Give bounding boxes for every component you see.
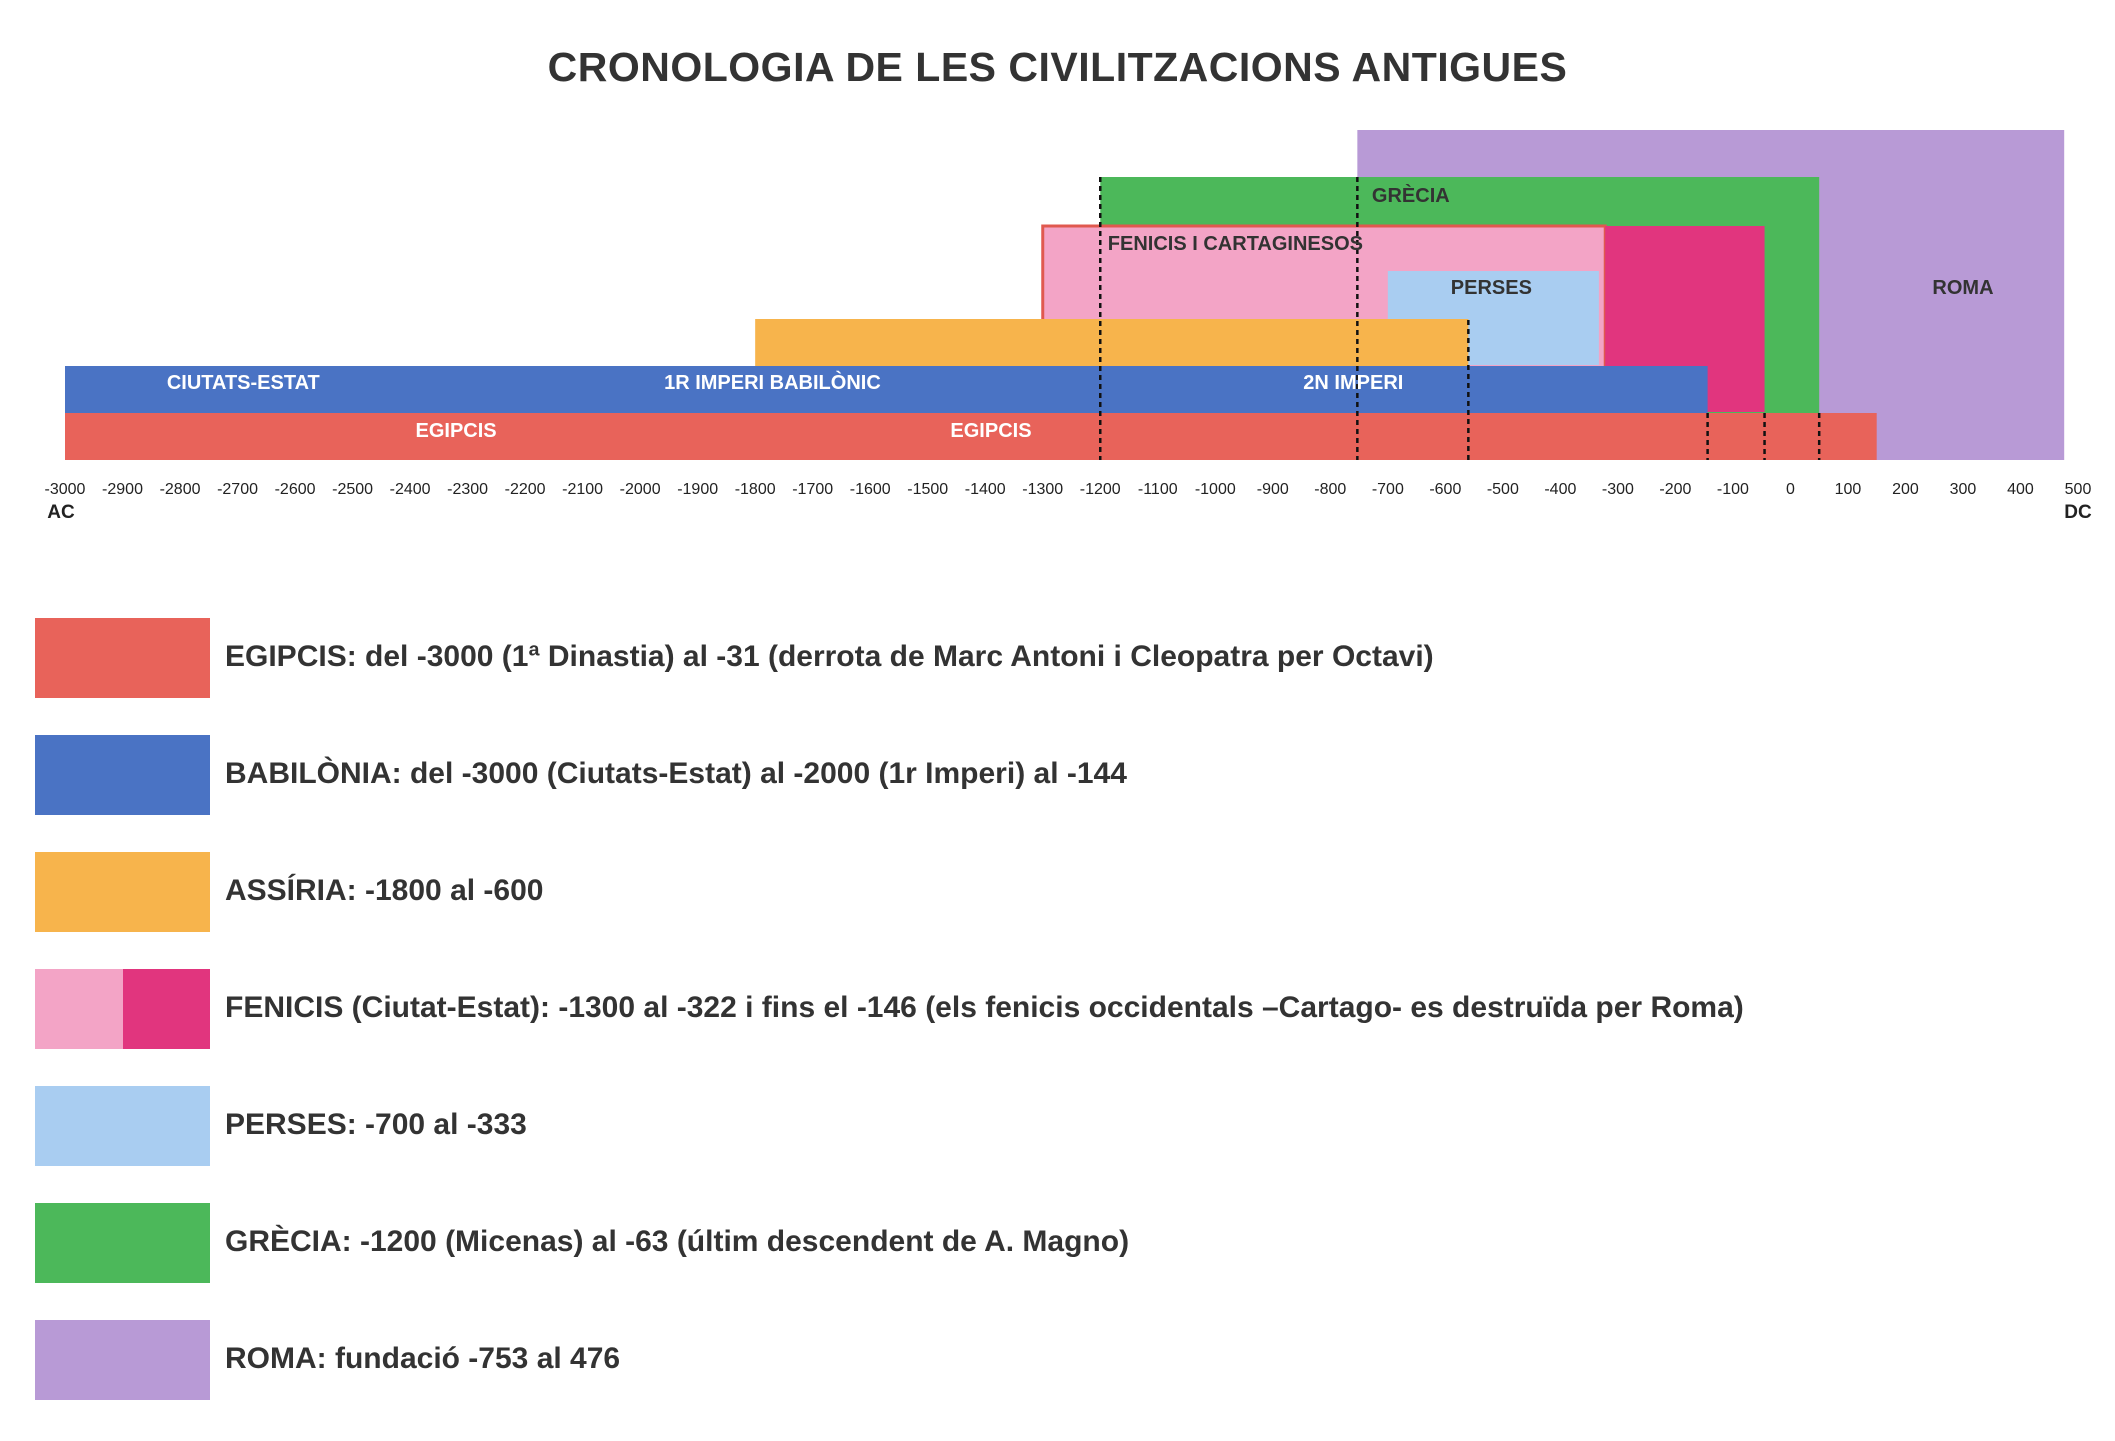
axis-tick-label: -3000 <box>45 481 86 498</box>
axis-tick-label: -600 <box>1429 481 1461 498</box>
axis-tick-label: -2800 <box>160 481 201 498</box>
axis-tick-label: -1600 <box>850 481 891 498</box>
legend-label: PERSES: -700 al -333 <box>225 1108 527 1141</box>
timeline-bar-egipcis <box>65 413 1877 460</box>
era-label-ac: AC <box>47 502 75 523</box>
legend-swatch-babilonia <box>35 735 210 815</box>
axis-tick-label: -2200 <box>505 481 546 498</box>
axis-tick-label: -1500 <box>907 481 948 498</box>
axis-tick-label: -1300 <box>1022 481 1063 498</box>
legend-swatch-assiria <box>35 852 210 932</box>
axis-tick-label: 400 <box>2007 481 2034 498</box>
legend-swatch-perses <box>35 1086 210 1166</box>
axis-tick-label: 500 <box>2065 481 2092 498</box>
axis-tick-label: -900 <box>1257 481 1289 498</box>
axis-tick-label: 100 <box>1835 481 1862 498</box>
axis-tick-label: -2600 <box>275 481 316 498</box>
axis-tick-label: -2700 <box>217 481 258 498</box>
legend-label: FENICIS (Ciutat-Estat): -1300 al -322 i … <box>225 991 1744 1024</box>
axis-tick-label: -1900 <box>677 481 718 498</box>
legend-label: ROMA: fundació -753 al 476 <box>225 1342 621 1375</box>
page-title: CRONOLOGIA DE LES CIVILITZACIONS ANTIGUE… <box>547 44 1568 90</box>
axis-tick-label: -400 <box>1544 481 1576 498</box>
legend-swatch-roma <box>35 1320 210 1400</box>
axis-tick-label: -300 <box>1602 481 1634 498</box>
axis-tick-label: -100 <box>1717 481 1749 498</box>
timeline-bar-assiria <box>755 319 1469 366</box>
era-label-dc: DC <box>2064 502 2092 523</box>
axis-tick-label: -500 <box>1487 481 1519 498</box>
axis-tick-label: -700 <box>1372 481 1404 498</box>
bar-label-roma: ROMA <box>1932 277 1993 299</box>
axis-tick-label: -2400 <box>390 481 431 498</box>
axis-tick-label: -2300 <box>447 481 488 498</box>
axis-tick-label: 200 <box>1892 481 1919 498</box>
legend-label: ASSÍRIA: -1800 al -600 <box>225 874 544 907</box>
axis-tick-label: 300 <box>1950 481 1977 498</box>
axis-tick-label: 0 <box>1786 481 1795 498</box>
bar-label-fenicis: FENICIS I CARTAGINESOS <box>1108 233 1363 255</box>
bar-label-egipcis: EGIPCIS <box>416 420 497 442</box>
axis-tick-label: -1000 <box>1195 481 1236 498</box>
bar-label-babilonia: 1R IMPERI BABILÒNIC <box>664 370 881 394</box>
axis-tick-label: -1200 <box>1080 481 1121 498</box>
axis-tick-label: -1400 <box>965 481 1006 498</box>
axis-tick-label: -1800 <box>735 481 776 498</box>
legend-label: GRÈCIA: -1200 (Micenas) al -63 (últim de… <box>225 1225 1130 1258</box>
legend-swatch-grecia <box>35 1203 210 1283</box>
legend-swatch-egipcis <box>35 618 210 698</box>
bar-label-babilonia: 2N IMPERI <box>1303 372 1403 394</box>
axis-tick-label: -1100 <box>1138 481 1178 498</box>
timeline-chart: ROMA GRÈCIA FENICIS I CARTAGINESOS PERSES CI… <box>45 130 2092 523</box>
bar-label-grecia: GRÈCIA <box>1372 184 1450 207</box>
axis-tick-label: -200 <box>1659 481 1691 498</box>
axis-tick-label: -2000 <box>620 481 661 498</box>
axis-tick-label: -2100 <box>562 481 603 498</box>
bar-label-babilonia: CIUTATS-ESTAT <box>167 372 320 394</box>
axis-tick-label: -1700 <box>792 481 833 498</box>
bar-label-perses: PERSES <box>1451 277 1532 299</box>
axis-tick-label: -2500 <box>332 481 373 498</box>
timeline-bar-babilonia <box>65 366 1708 413</box>
axis-tick-label: -800 <box>1314 481 1346 498</box>
bar-label-egipcis: EGIPCIS <box>950 420 1031 442</box>
legend-swatch-fenicis <box>35 969 210 1049</box>
legend-label: BABILÒNIA: del -3000 (Ciutats-Estat) al … <box>225 757 1127 790</box>
legend-label: EGIPCIS: del -3000 (1ª Dinastia) al -31 … <box>225 640 1434 673</box>
axis-tick-label: -2900 <box>102 481 143 498</box>
